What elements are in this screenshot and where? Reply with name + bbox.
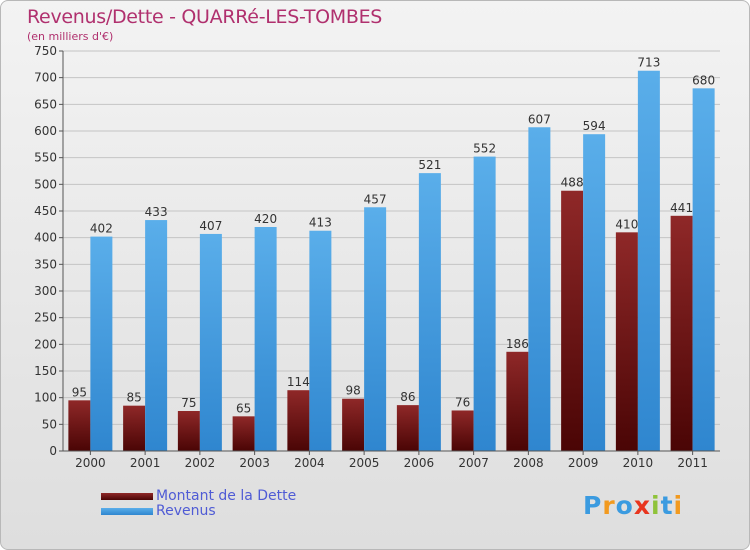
data-label-dette: 98	[345, 384, 360, 398]
chart-subtitle: (en milliers d'€)	[27, 30, 114, 43]
x-tick-label: 2005	[349, 456, 380, 470]
bar-revenus	[309, 230, 332, 451]
x-tick-label: 2009	[568, 456, 599, 470]
x-tick-label: 2010	[623, 456, 654, 470]
bar-dette	[670, 215, 693, 451]
data-label-revenus: 402	[90, 222, 113, 236]
bar-revenus	[418, 173, 441, 451]
data-label-dette: 85	[126, 391, 141, 405]
data-label-dette: 75	[181, 396, 196, 410]
axes: 0 50 100 150 200 250 300 350 400 450 500 550 600 650 7…	[34, 44, 720, 470]
x-tick-label: 2011	[677, 456, 708, 470]
y-tick-label: 600	[34, 124, 57, 138]
y-tick-label: 250	[34, 311, 57, 325]
legend-item-dette: Montant de la Dette	[101, 489, 296, 503]
y-tick-label: 650	[34, 97, 57, 111]
data-label-revenus: 413	[309, 216, 332, 230]
y-tick-label: 450	[34, 204, 57, 218]
grid-lines	[63, 50, 720, 452]
y-tick-label: 300	[34, 284, 57, 298]
bar-revenus	[145, 220, 168, 451]
x-tick-label: 2000	[75, 456, 106, 470]
data-label-revenus: 607	[528, 112, 551, 126]
legend-label-dette: Montant de la Dette	[156, 488, 297, 504]
legend-swatch-dette	[101, 492, 153, 500]
data-label-dette: 186	[506, 337, 529, 351]
data-label-revenus: 521	[418, 158, 441, 172]
bar-dette	[177, 411, 200, 451]
legend-item-revenus: Revenus	[101, 504, 216, 518]
data-label-dette: 76	[455, 395, 470, 409]
y-tick-label: 500	[34, 177, 57, 191]
data-label-dette: 441	[670, 201, 693, 215]
bar-dette	[287, 390, 310, 451]
bar-dette	[68, 400, 91, 451]
data-label-dette: 86	[400, 390, 415, 404]
data-label-dette: 488	[561, 176, 584, 190]
bar-dette	[123, 405, 146, 451]
bar-dette	[232, 416, 255, 451]
x-tick-label: 2002	[185, 456, 216, 470]
y-tick-label: 550	[34, 151, 57, 165]
x-tick-label: 2006	[404, 456, 435, 470]
data-label-dette: 410	[615, 217, 638, 231]
bar-dette	[342, 398, 365, 451]
legend-label-revenus: Revenus	[156, 503, 216, 519]
bar-dette	[451, 410, 474, 451]
bar-revenus	[583, 134, 606, 451]
data-label-revenus: 433	[145, 205, 168, 219]
data-label-dette: 65	[236, 401, 251, 415]
data-label-dette: 95	[72, 385, 87, 399]
y-tick-label: 50	[42, 417, 57, 431]
data-label-revenus: 713	[637, 56, 660, 70]
data-label-dette: 114	[287, 375, 310, 389]
bar-revenus	[528, 127, 551, 452]
y-tick-label: 350	[34, 257, 57, 271]
bar-dette	[615, 232, 638, 451]
legend-swatch-revenus	[101, 507, 153, 515]
data-label-revenus: 420	[254, 212, 277, 226]
y-tick-label: 700	[34, 71, 57, 85]
y-tick-label: 750	[34, 44, 57, 58]
bars: 95 402 85 433 75 407 65 420 114 413 98 457 86 521 76 55…	[68, 56, 715, 452]
y-tick-label: 0	[49, 444, 57, 458]
data-label-revenus: 457	[364, 192, 387, 206]
y-tick-label: 150	[34, 364, 57, 378]
x-tick-label: 2004	[294, 456, 325, 470]
bar-revenus	[254, 227, 277, 451]
data-label-revenus: 680	[692, 73, 715, 87]
x-tick-label: 2007	[458, 456, 489, 470]
bar-dette	[506, 351, 529, 451]
proxiti-logo: Proxiti	[583, 491, 684, 520]
bar-revenus	[199, 233, 222, 451]
bar-dette	[561, 190, 584, 451]
x-tick-label: 2008	[513, 456, 544, 470]
bar-revenus	[637, 70, 660, 451]
x-tick-label: 2003	[239, 456, 270, 470]
bar-revenus	[364, 207, 387, 451]
bar-revenus	[90, 236, 113, 451]
data-label-revenus: 594	[583, 119, 606, 133]
bar-dette	[396, 405, 419, 451]
data-label-revenus: 407	[199, 219, 222, 233]
data-label-revenus: 552	[473, 142, 496, 156]
y-tick-label: 400	[34, 231, 57, 245]
chart-title: Revenus/Dette - QUARRé-LES-TOMBES	[27, 6, 383, 28]
y-tick-label: 200	[34, 337, 57, 351]
x-tick-label: 2001	[130, 456, 161, 470]
bar-revenus	[473, 156, 496, 451]
bar-revenus	[692, 88, 715, 451]
y-tick-label: 100	[34, 391, 57, 405]
